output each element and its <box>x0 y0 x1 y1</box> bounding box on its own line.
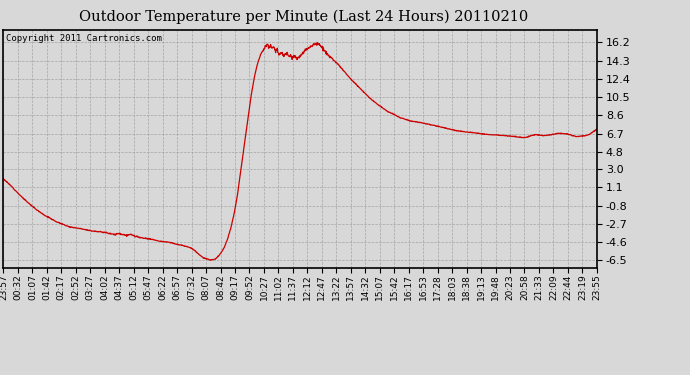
Text: Copyright 2011 Cartronics.com: Copyright 2011 Cartronics.com <box>6 34 162 43</box>
Text: Outdoor Temperature per Minute (Last 24 Hours) 20110210: Outdoor Temperature per Minute (Last 24 … <box>79 9 529 24</box>
